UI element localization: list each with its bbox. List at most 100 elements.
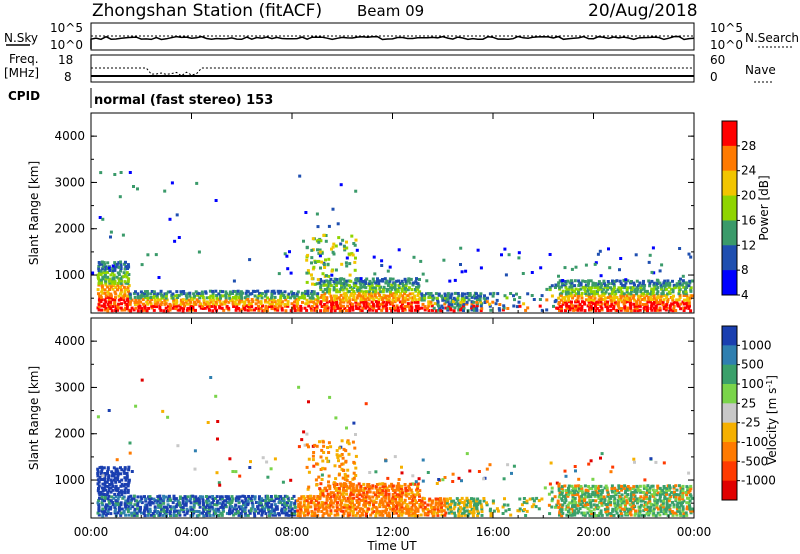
- vel-cell: [551, 497, 555, 501]
- vel-cell: [571, 495, 575, 498]
- power-cell: [310, 261, 313, 265]
- vel-cell: [568, 501, 572, 505]
- power-cell: [689, 288, 693, 292]
- power-cell: [580, 293, 584, 297]
- vel-cell: [658, 497, 662, 501]
- vel-cell: [634, 509, 637, 513]
- vel-cell: [101, 507, 105, 511]
- power-cell: [331, 245, 335, 249]
- vel-cell: [326, 460, 330, 464]
- vel-cell: [450, 511, 454, 515]
- vel-cell: [216, 507, 220, 511]
- power-cell: [352, 296, 356, 299]
- power-cell: [141, 298, 145, 301]
- vel-cell: [404, 486, 408, 490]
- power-cell: [587, 292, 591, 296]
- power-cell: [689, 309, 693, 313]
- vel-cell: [462, 511, 466, 515]
- vel-cell: [342, 447, 346, 451]
- vel-cell: [468, 499, 472, 503]
- vel-cell: [197, 496, 201, 500]
- power-cell: [552, 304, 555, 308]
- power-cell: [475, 304, 479, 308]
- power-cell: [509, 292, 513, 295]
- vel-cell: [275, 507, 279, 511]
- power-cell: [109, 302, 113, 306]
- power-cell: [364, 286, 368, 290]
- power-cell: [100, 281, 104, 285]
- power-cell: [581, 279, 585, 283]
- vel-cell: [383, 482, 387, 486]
- power-cell: [343, 279, 347, 283]
- vel-cell: [378, 503, 381, 507]
- vel-cell: [290, 497, 294, 500]
- power-cell: [582, 300, 586, 304]
- vel-cell: [215, 509, 219, 513]
- power-cell: [327, 224, 331, 228]
- vel-cell: [351, 486, 355, 490]
- power-cell: [689, 289, 693, 293]
- power-cell: [690, 279, 694, 283]
- power-cell: [375, 302, 379, 306]
- power-cell: [447, 302, 451, 306]
- vel-cell: [403, 501, 407, 504]
- vel-cell: [318, 495, 322, 499]
- power-cell: [409, 304, 413, 308]
- vel-cell: [471, 514, 475, 518]
- vel-cell: [204, 505, 208, 509]
- vel-cell: [215, 513, 219, 517]
- power-cell: [398, 300, 402, 304]
- power-cell: [371, 277, 375, 281]
- power-cell: [658, 269, 662, 273]
- vel-cell: [336, 491, 340, 495]
- power-cell: [370, 283, 374, 287]
- power-cell: [264, 292, 268, 296]
- power-cell: [665, 283, 669, 287]
- power-cell: [305, 280, 309, 284]
- vel-cell: [408, 496, 411, 500]
- power-cell: [642, 292, 646, 296]
- vel-cell: [144, 499, 148, 503]
- power-cell: [350, 234, 354, 238]
- vel-cell: [309, 494, 312, 498]
- power-cell: [512, 294, 515, 298]
- power-cell: [459, 301, 463, 304]
- power-cell: [146, 296, 150, 300]
- power-cell: [685, 283, 689, 287]
- power-cell: [682, 294, 686, 297]
- power-cell: [679, 302, 683, 306]
- power-cell: [236, 289, 240, 293]
- power-cell: [658, 300, 662, 304]
- vel-cell: [287, 499, 291, 503]
- power-cell: [112, 273, 116, 277]
- power-cell: [360, 309, 364, 312]
- vel-cell: [135, 499, 139, 503]
- vel-cell: [126, 484, 130, 488]
- vel-cell: [264, 512, 268, 516]
- power-cell: [129, 309, 133, 313]
- vel-cell: [246, 513, 250, 517]
- power-cell: [344, 291, 348, 295]
- vel-cell: [398, 490, 402, 494]
- vel-cell: [666, 513, 670, 517]
- power-cell: [619, 294, 623, 298]
- vel-cell: [331, 501, 335, 505]
- vel-cell: [488, 463, 492, 467]
- vel-cell: [126, 499, 130, 503]
- power-cell: [110, 281, 114, 285]
- power-cell: [191, 308, 195, 312]
- power-cell: [629, 304, 633, 308]
- power-cell: [638, 300, 642, 304]
- vel-cell: [626, 509, 630, 513]
- power-cell: [283, 304, 287, 308]
- vel-cell: [613, 491, 617, 495]
- power-cell: [609, 286, 612, 290]
- power-cell: [660, 294, 664, 298]
- power-cell: [414, 308, 417, 312]
- vel-cell: [384, 496, 388, 500]
- power-cell: [660, 285, 663, 289]
- power-cell: [587, 281, 590, 285]
- vel-cell: [214, 497, 217, 500]
